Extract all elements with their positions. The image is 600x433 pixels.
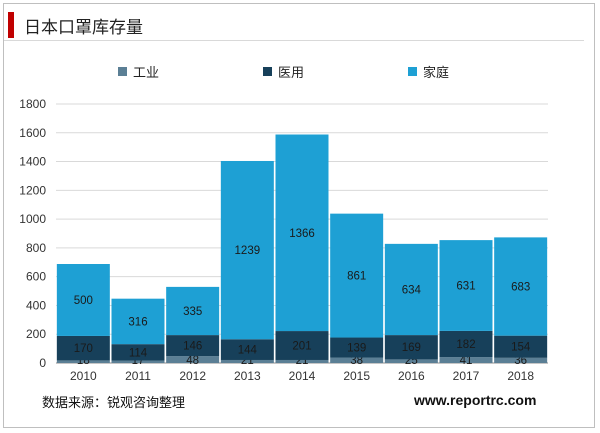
bar-segment — [494, 237, 548, 336]
y-tick-label: 1800 — [19, 97, 46, 111]
data-label: 170 — [74, 343, 93, 355]
data-label: 634 — [402, 284, 422, 296]
chart-title: 日本口罩库存量 — [24, 18, 143, 38]
data-label: 182 — [456, 339, 475, 351]
bar-segment — [275, 331, 329, 360]
header: 日本口罩库存量 — [4, 4, 584, 41]
bar-segment — [56, 264, 110, 336]
y-tick-label: 400 — [26, 298, 46, 312]
bar-segment — [220, 160, 274, 340]
legend-swatch-medical — [263, 67, 272, 76]
bar-segment — [330, 357, 384, 363]
legend-swatch-industry — [118, 67, 127, 76]
y-tick-label: 800 — [26, 241, 46, 255]
data-label: 154 — [511, 342, 531, 354]
x-tick-label: 2018 — [507, 369, 534, 383]
bar-segment — [384, 359, 438, 363]
y-tick-label: 1000 — [19, 212, 46, 226]
bar-segment — [330, 213, 384, 338]
x-tick-label: 2016 — [398, 369, 425, 383]
data-label: 1366 — [289, 228, 315, 240]
x-tick-label: 2015 — [343, 369, 370, 383]
y-tick-label: 1600 — [19, 126, 46, 140]
bar-segment — [494, 335, 548, 358]
bar-segment — [56, 360, 110, 363]
data-label: 38 — [350, 355, 363, 367]
x-tick-label: 2010 — [70, 369, 97, 383]
bar-segment — [111, 298, 165, 345]
legend-item-industry: 工业 — [118, 62, 159, 81]
bar-segment — [275, 134, 329, 332]
data-label: 48 — [186, 355, 199, 367]
legend-swatch-household — [408, 67, 417, 76]
bar-segment — [439, 240, 493, 331]
bar-segment — [220, 339, 274, 360]
x-tick-label: 2017 — [453, 369, 480, 383]
y-tick-label: 1200 — [19, 183, 46, 197]
bar-segment — [166, 356, 220, 363]
x-tick-label: 2013 — [234, 369, 261, 383]
bar-segment — [494, 357, 548, 363]
bar-segment — [166, 286, 220, 336]
bar-segment — [166, 335, 220, 357]
website-link[interactable]: www.reportrc.com — [414, 392, 537, 408]
data-label: 169 — [402, 342, 421, 354]
data-label: 139 — [347, 343, 366, 355]
legend-item-household: 家庭 — [408, 62, 449, 81]
data-label: 316 — [128, 316, 147, 328]
bar-segment — [384, 335, 438, 360]
y-tick-label: 200 — [26, 327, 46, 341]
x-tick-label: 2014 — [289, 369, 316, 383]
x-tick-label: 2011 — [125, 369, 151, 383]
bar-segment — [56, 335, 110, 361]
bar-segment — [111, 344, 165, 361]
bar-segment — [439, 357, 493, 363]
bar-segment — [111, 360, 165, 363]
legend: 工业 医用 家庭 — [0, 62, 600, 82]
x-tick-label: 2012 — [179, 369, 206, 383]
bar-segment — [439, 330, 493, 358]
data-label: 861 — [347, 271, 366, 283]
data-label: 114 — [129, 347, 148, 359]
title-accent-bar — [8, 12, 14, 38]
data-label: 631 — [456, 281, 475, 293]
legend-label-medical: 医用 — [278, 66, 305, 81]
y-tick-label: 0 — [39, 356, 46, 370]
bar-segment — [330, 337, 384, 358]
data-label: 1239 — [235, 245, 261, 257]
data-label: 500 — [74, 295, 93, 307]
data-label: 146 — [183, 341, 202, 353]
data-label: 335 — [183, 306, 202, 318]
y-tick-label: 1400 — [19, 155, 46, 169]
bar-segment — [220, 359, 274, 363]
data-label: 683 — [511, 282, 530, 294]
legend-label-household: 家庭 — [423, 66, 450, 81]
source-note: 数据来源：锐观咨询整理 — [42, 396, 186, 411]
bar-segment — [384, 243, 438, 336]
legend-label-industry: 工业 — [133, 66, 160, 81]
bar-segment — [275, 359, 329, 363]
legend-item-medical: 医用 — [263, 62, 304, 81]
data-label: 36 — [514, 355, 527, 367]
data-label: 41 — [460, 355, 473, 367]
data-label: 144 — [238, 345, 258, 357]
y-tick-label: 600 — [26, 270, 46, 284]
data-label: 201 — [292, 341, 311, 353]
